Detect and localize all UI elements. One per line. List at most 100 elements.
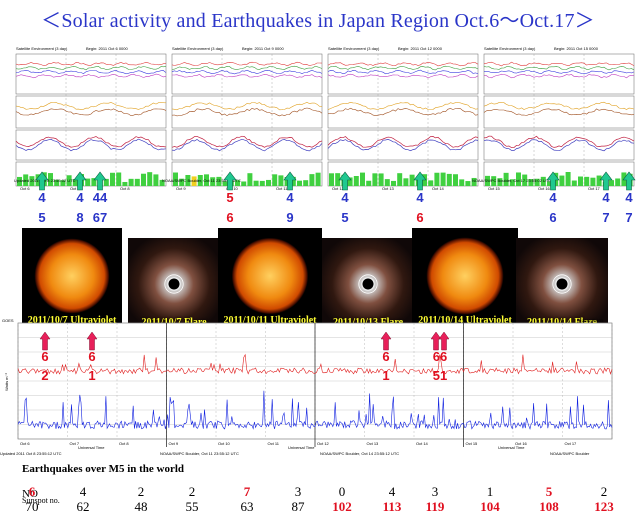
kp-bar bbox=[434, 172, 440, 186]
marker-magnitude: 4 bbox=[602, 190, 610, 205]
kp-bar bbox=[222, 181, 228, 186]
goes-footer-left: Updated 2011 Oct 8 23:55:12 UTC bbox=[0, 451, 62, 456]
marker-count: 5 bbox=[38, 210, 45, 225]
flare-marker: 61 bbox=[86, 331, 98, 383]
kp-bar bbox=[235, 180, 240, 186]
image-caption: 2011/10/7 Ultraviolet bbox=[27, 315, 117, 326]
kp-bar bbox=[91, 178, 97, 186]
flare-bottom-label: 51 bbox=[433, 368, 447, 383]
goes-xlabel: Universal Time bbox=[288, 445, 315, 450]
goes-date: 2011 Oct 15 bbox=[582, 318, 604, 323]
marker-count: 6 bbox=[549, 210, 556, 225]
flare-marker: 62 bbox=[39, 331, 51, 383]
panel-begin-label: Begin: 2011 Oct 9 0000 bbox=[242, 46, 285, 51]
kp-bar bbox=[329, 173, 334, 186]
kp-bar bbox=[122, 181, 128, 186]
sunspot-cell: 70 bbox=[25, 499, 39, 514]
kp-bar bbox=[185, 174, 191, 186]
kp-bar bbox=[290, 176, 296, 186]
sun-ultraviolet-image: 2011/10/7 Ultraviolet bbox=[22, 228, 122, 328]
eq-count-cell: 2 bbox=[137, 484, 145, 499]
panel-header: Satellite Environment (3 day) bbox=[328, 46, 380, 51]
kp-bar bbox=[485, 175, 490, 186]
marker-count: 8 bbox=[76, 210, 83, 225]
green-arrow-icon bbox=[622, 171, 636, 191]
day-label: Oct 7 bbox=[70, 186, 80, 191]
pink-arrow-icon bbox=[39, 331, 51, 351]
day-label: Oct 13 bbox=[382, 186, 395, 191]
goes-long-trace bbox=[17, 353, 613, 375]
kp-bar bbox=[391, 180, 396, 186]
coronagraph-image: 2011/10/7 Flare bbox=[128, 238, 220, 330]
kp-bar bbox=[259, 180, 265, 186]
kp-bar bbox=[565, 172, 571, 186]
kp-bar bbox=[241, 181, 247, 186]
goes-day-label: Oct 7 bbox=[70, 441, 80, 446]
satellite-panel: Satellite Environment (3 day) Begin: 2011… bbox=[15, 46, 167, 191]
marker-count: 5 bbox=[341, 210, 348, 225]
sun-ultraviolet-image: 2011/10/11 Ultraviolet bbox=[218, 228, 322, 328]
marker-count: 7 bbox=[602, 210, 609, 225]
goes-footer-right: NOAA/SWPC Boulder bbox=[550, 451, 590, 456]
goes-xlabel: Universal Time bbox=[498, 445, 525, 450]
pink-arrow-icon bbox=[438, 331, 450, 351]
goes-day-label: Oct 8 bbox=[119, 441, 129, 446]
kp-bar bbox=[29, 176, 35, 186]
image-caption: 2011/10/7 Flare bbox=[141, 317, 207, 328]
flare-bottom-label: 1 bbox=[382, 368, 389, 383]
kp-bar bbox=[384, 179, 390, 186]
kp-bar bbox=[110, 172, 115, 186]
quake-marker: 46 bbox=[413, 171, 427, 225]
kp-bar bbox=[428, 180, 434, 186]
strip-footer-right: NOAA/SWPC Boulder, Oct 17 23:55:02 UTC bbox=[472, 178, 551, 183]
goes-day-label: Oct 11 bbox=[268, 441, 280, 446]
green-arrow-icon bbox=[73, 171, 87, 191]
kp-bar bbox=[378, 173, 384, 186]
kp-bar bbox=[471, 177, 477, 186]
green-arrow-icon bbox=[93, 171, 107, 191]
kp-bar bbox=[372, 173, 378, 186]
kp-bar bbox=[147, 172, 153, 186]
sunspot-cell: 102 bbox=[332, 499, 352, 514]
kp-bar bbox=[159, 179, 165, 186]
goes-day-label: Oct 15 bbox=[466, 441, 479, 446]
flare-top-label: 66 bbox=[433, 349, 447, 364]
panel-header: Satellite Environment (3 day) bbox=[172, 46, 224, 51]
kp-bar bbox=[335, 173, 341, 186]
image-caption: 2011/10/13 Flare bbox=[332, 317, 404, 328]
kp-bar bbox=[522, 174, 528, 186]
table-title: Earthquakes over M5 in the world bbox=[22, 463, 185, 475]
image-caption: 2011/10/14 Ultraviolet bbox=[418, 315, 512, 326]
quake-marker: 45 bbox=[338, 171, 352, 225]
kp-bar bbox=[459, 179, 465, 186]
quake-marker: 56 bbox=[223, 171, 237, 225]
kp-bar bbox=[540, 176, 546, 186]
kp-bar bbox=[465, 181, 471, 186]
page-title: ＜Solar activity and Earthquakes in Japan… bbox=[41, 10, 595, 32]
quake-marker: 49 bbox=[283, 171, 297, 225]
kp-bar bbox=[397, 173, 403, 186]
flare-top-label: 6 bbox=[88, 349, 95, 364]
kp-bar bbox=[128, 178, 134, 186]
eq-count-cell: 1 bbox=[486, 484, 494, 499]
kp-bar bbox=[503, 172, 509, 186]
kp-bar bbox=[60, 180, 66, 186]
kp-bar bbox=[116, 172, 122, 186]
sunspot-cell: 108 bbox=[539, 499, 559, 514]
kp-bar bbox=[578, 176, 583, 186]
kp-bar bbox=[17, 176, 22, 186]
kp-bar bbox=[534, 178, 540, 186]
marker-magnitude: 44 bbox=[93, 190, 108, 205]
goes-day-label: Oct 6 bbox=[20, 441, 30, 446]
goes-day-label: Oct 13 bbox=[367, 441, 380, 446]
kp-bar bbox=[528, 179, 534, 186]
sunspot-cell: 113 bbox=[382, 499, 402, 514]
kp-bar bbox=[134, 178, 140, 186]
kp-bar bbox=[366, 180, 372, 186]
kp-bar bbox=[103, 178, 109, 186]
green-arrow-icon bbox=[338, 171, 352, 191]
goes-ylabel: Watts m⁻² bbox=[4, 372, 9, 391]
strip-footer-mid: NOAA/SWPC Boulder, Oct 11 23:55:02 UTC bbox=[162, 178, 241, 183]
kp-bar bbox=[247, 173, 253, 186]
